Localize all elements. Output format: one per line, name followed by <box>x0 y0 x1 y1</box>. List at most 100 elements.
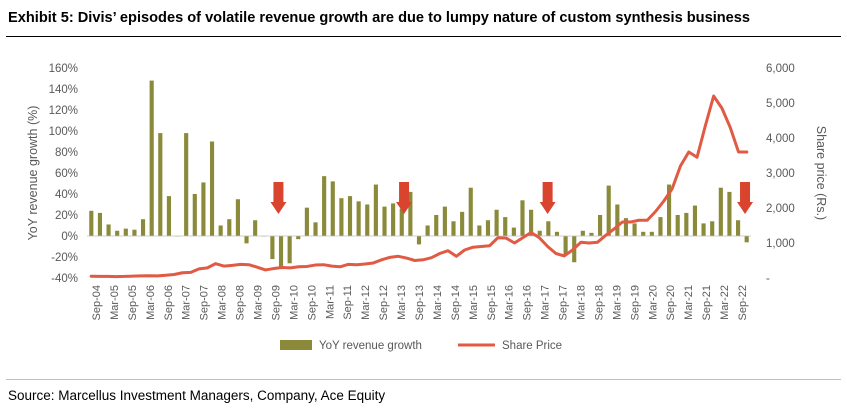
y2-tick-label: 2,000 <box>766 203 795 215</box>
y-axis-title: YoY revenue growth (%) <box>26 106 40 241</box>
down-arrow-icon <box>737 182 754 214</box>
x-tick-label: Mar-22 <box>719 285 731 320</box>
exhibit-title: Exhibit 5: Divis’ episodes of volatile r… <box>8 10 751 26</box>
growth-bar <box>641 231 646 236</box>
growth-bar <box>209 141 215 236</box>
x-tick-label: Mar-13 <box>396 285 408 320</box>
x-tick-label: Mar-11 <box>324 285 336 319</box>
growth-bar <box>632 223 637 236</box>
x-tick-label: Mar-07 <box>181 285 193 320</box>
growth-bar <box>675 215 680 236</box>
growth-bar <box>468 187 473 236</box>
growth-bar <box>140 219 146 236</box>
growth-bar <box>511 227 516 236</box>
growth-bar <box>296 236 301 240</box>
growth-bar <box>460 211 465 236</box>
y-tick-label: 20% <box>55 210 78 222</box>
growth-bar <box>692 205 698 236</box>
growth-bar <box>563 236 568 255</box>
y-tick-label: -20% <box>51 252 78 264</box>
y2-tick-label: 4,000 <box>766 133 795 145</box>
growth-bar <box>718 187 723 236</box>
x-tick-label: Sep-14 <box>450 285 462 320</box>
growth-bar <box>503 217 508 236</box>
legend-label-line: Share Price <box>502 340 562 352</box>
growth-bar <box>184 133 189 236</box>
growth-bar <box>192 194 197 236</box>
x-tick-label: Sep-16 <box>522 285 534 320</box>
x-tick-label: Sep-15 <box>486 285 498 320</box>
growth-bar <box>339 198 344 236</box>
growth-bar <box>115 230 120 236</box>
y2-tick-label: - <box>766 273 770 285</box>
growth-bar <box>537 230 542 236</box>
y-tick-label: 0% <box>61 231 78 243</box>
growth-bar <box>365 204 370 236</box>
growth-bar <box>123 228 128 236</box>
growth-bar <box>434 215 439 236</box>
x-tick-label: Mar-16 <box>504 285 516 320</box>
growth-bar <box>494 209 499 236</box>
growth-bar <box>727 191 732 236</box>
growth-bar <box>356 201 361 236</box>
growth-bar <box>253 220 258 236</box>
growth-bar <box>244 236 249 244</box>
x-tick-label: Sep-17 <box>558 285 570 320</box>
growth-bar <box>520 200 525 236</box>
down-arrow-icon <box>270 182 287 214</box>
growth-bar <box>218 225 223 236</box>
growth-bar <box>347 196 353 236</box>
y2-tick-label: 3,000 <box>766 168 795 180</box>
x-tick-label: Mar-06 <box>145 285 157 320</box>
y2-tick-label: 6,000 <box>766 63 795 75</box>
growth-bar <box>201 182 206 236</box>
x-tick-label: Sep-21 <box>701 285 713 320</box>
x-tick-label: Mar-20 <box>647 285 659 320</box>
growth-bar <box>451 221 456 236</box>
x-tick-label: Sep-06 <box>163 285 175 320</box>
growth-bar <box>382 206 387 236</box>
growth-bar <box>649 231 654 236</box>
x-tick-label: Mar-18 <box>576 285 588 320</box>
x-tick-label: Mar-21 <box>683 285 695 320</box>
source-rule <box>6 379 841 380</box>
x-tick-label: Sep-10 <box>306 285 318 320</box>
share-price-line <box>89 94 749 279</box>
growth-bar <box>97 212 103 236</box>
growth-bar <box>399 208 404 236</box>
growth-bar <box>442 206 447 236</box>
growth-bar <box>684 212 689 236</box>
growth-bar <box>589 232 594 236</box>
x-tick-label: Sep-12 <box>378 285 390 320</box>
growth-bar <box>477 225 482 236</box>
growth-bar <box>149 80 154 236</box>
growth-bar <box>89 210 94 236</box>
growth-bar <box>580 230 585 236</box>
y-tick-label: 80% <box>55 147 78 159</box>
x-tick-label: Sep-19 <box>629 285 641 320</box>
growth-bar <box>554 231 560 236</box>
title-rule <box>6 36 841 37</box>
growth-bar <box>623 218 629 236</box>
x-tick-label: Mar-10 <box>288 285 300 320</box>
growth-bar <box>667 184 672 236</box>
source-note: Source: Marcellus Investment Managers, C… <box>8 388 386 403</box>
x-tick-label: Mar-05 <box>109 285 121 320</box>
x-tick-label: Mar-08 <box>217 285 229 320</box>
growth-bar <box>615 204 620 236</box>
x-tick-label: Mar-12 <box>360 285 372 320</box>
y2-axis-title: Share price (Rs.) <box>814 126 828 220</box>
growth-bar <box>606 185 611 236</box>
growth-bar <box>425 225 430 236</box>
x-tick-label: Sep-20 <box>665 285 677 320</box>
growth-bar <box>701 223 706 236</box>
legend-swatch-bars <box>280 340 312 350</box>
y-tick-label: 140% <box>49 84 78 96</box>
legend-label-bars: YoY revenue growth <box>319 340 422 352</box>
x-tick-label: Sep-13 <box>414 285 426 320</box>
growth-bar <box>598 215 603 236</box>
growth-bar <box>373 184 378 236</box>
x-tick-label: Mar-19 <box>611 285 623 320</box>
y-tick-label: 120% <box>49 105 78 117</box>
